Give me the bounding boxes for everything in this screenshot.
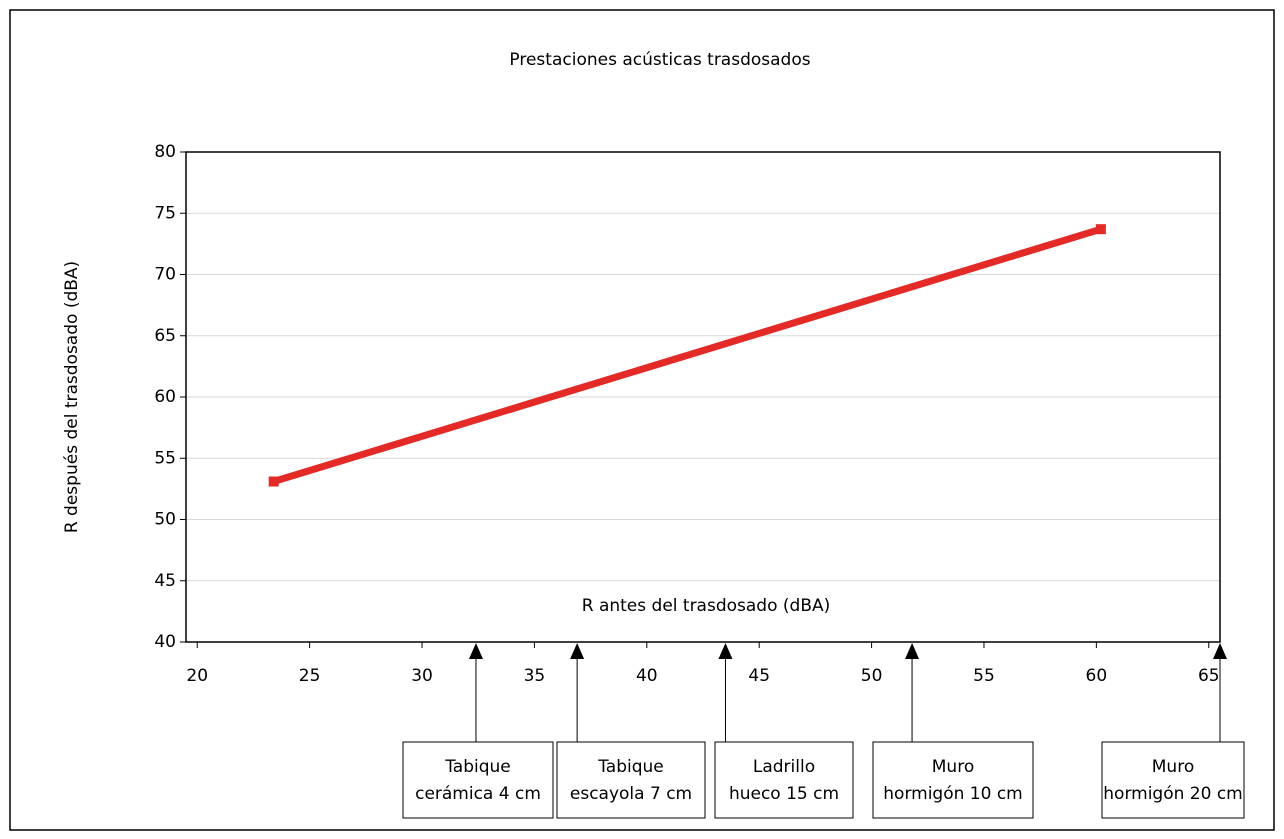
data-point <box>268 476 279 487</box>
x-tick-label: 30 <box>411 666 433 686</box>
data-point <box>1095 224 1106 235</box>
annotation-box <box>714 741 854 819</box>
y-axis-label: R después del trasdosado (dBA) <box>62 261 82 533</box>
x-tick-label: 20 <box>186 666 208 686</box>
arrow-head <box>468 643 483 659</box>
x-tick-label: 25 <box>299 666 321 686</box>
x-tick-label: 40 <box>636 666 658 686</box>
annotation-text: Tabique <box>597 757 664 777</box>
x-tick-label: 55 <box>973 666 995 686</box>
annotation-text: hormigón 20 cm <box>1103 784 1242 804</box>
arrow-head <box>1213 643 1227 659</box>
y-tick-label: 45 <box>154 571 176 591</box>
data-line <box>272 225 1102 485</box>
arrow-head <box>718 643 733 659</box>
y-tick-label: 55 <box>154 448 176 468</box>
annotation-box <box>1101 741 1245 819</box>
y-tick-label: 70 <box>154 265 176 285</box>
annotation-text: hormigón 10 cm <box>883 784 1022 804</box>
frame <box>9 9 1275 831</box>
x-tick-label: 50 <box>861 666 883 686</box>
x-tick-label: 65 <box>1198 666 1220 686</box>
annotation-text: Muro <box>1152 757 1194 777</box>
chart-title: Prestaciones acústicas trasdosados <box>509 50 810 70</box>
y-tick-label: 60 <box>154 387 176 407</box>
annotation-box <box>556 741 706 819</box>
arrow-head <box>905 643 920 659</box>
annotation-text: cerámica 4 cm <box>415 784 541 804</box>
annotation-text: Ladrillo <box>753 757 815 777</box>
x-axis-label: R antes del trasdosado (dBA) <box>582 596 831 616</box>
y-tick-label: 75 <box>154 203 176 223</box>
y-tick-label: 80 <box>154 142 176 162</box>
x-tick-label: 35 <box>524 666 546 686</box>
y-tick-label: 65 <box>154 326 176 346</box>
annotation-box <box>872 741 1034 819</box>
annotation-box <box>402 741 554 819</box>
x-tick-label: 45 <box>748 666 770 686</box>
arrow-head <box>570 643 585 659</box>
x-tick-label: 60 <box>1086 666 1108 686</box>
plot-area <box>185 151 1221 643</box>
annotation-text: Tabique <box>444 757 511 777</box>
y-tick-label: 50 <box>154 510 176 530</box>
annotation-text: escayola 7 cm <box>570 784 692 804</box>
y-tick-label: 40 <box>154 632 176 652</box>
annotation-text: Muro <box>932 757 974 777</box>
annotation-text: hueco 15 cm <box>729 784 839 804</box>
